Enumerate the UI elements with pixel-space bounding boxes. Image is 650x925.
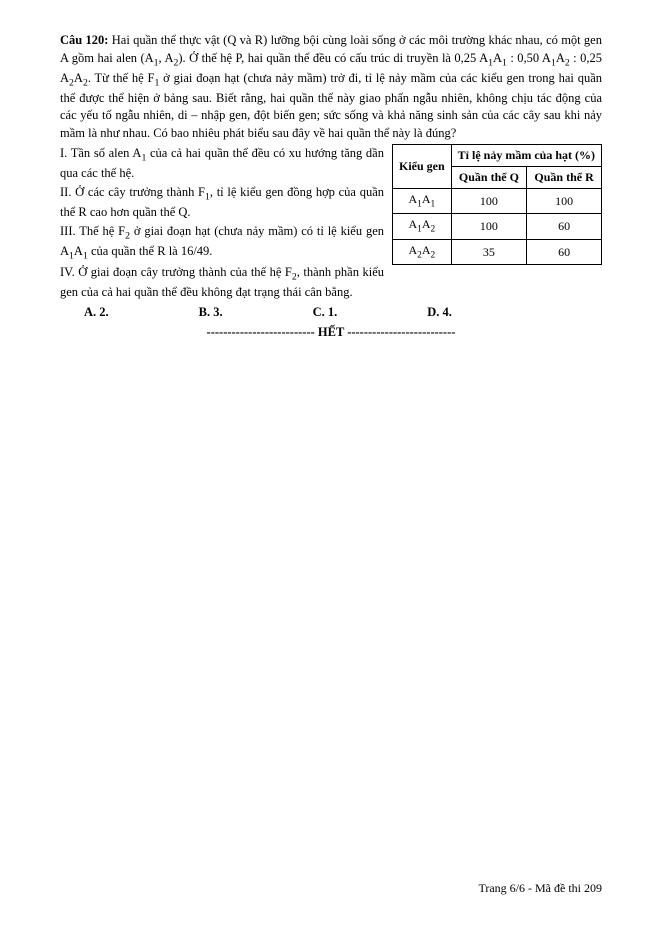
cell-Q: 100 xyxy=(451,188,527,213)
sub: 2 xyxy=(431,225,436,235)
option-C[interactable]: C. 1. xyxy=(313,304,338,322)
statements-and-table: I. Tần số alen A1 của cả hai quần thể đề… xyxy=(60,144,602,302)
statement-III: III. Thế hệ F2 ở giai đoạn hạt (chưa nảy… xyxy=(60,223,384,263)
option-B[interactable]: B. 3. xyxy=(199,304,223,322)
sub: 2 xyxy=(431,250,436,260)
table-row: A1A2 100 60 xyxy=(393,214,602,239)
header-R: Quần thể R xyxy=(527,167,602,189)
intro-text-6: A xyxy=(556,51,565,65)
statement-II: II. Ở các cây trưởng thành F1, tỉ lệ kiể… xyxy=(60,184,384,222)
question-label: Câu 120: xyxy=(60,33,108,47)
germination-table: Kiểu gen Tỉ lệ nảy mầm của hạt (%) Quần … xyxy=(392,144,602,265)
table-row: A2A2 35 60 xyxy=(393,239,602,264)
header-genotype: Kiểu gen xyxy=(393,145,452,189)
gen: A xyxy=(408,192,417,206)
answer-options: A. 2. B. 3. C. 1. D. 4. xyxy=(60,304,602,322)
intro-text-2: , A xyxy=(159,51,174,65)
intro-text-8: A xyxy=(74,71,83,85)
stmt-text: của quần thể R là 16/49. xyxy=(88,244,213,258)
intro-text-5: : 0,50 A xyxy=(507,51,551,65)
gen: A xyxy=(422,192,431,206)
question-intro: Câu 120: Hai quần thể thực vật (Q và R) … xyxy=(60,32,602,142)
cell-R: 100 xyxy=(527,188,602,213)
stmt-text: IV. Ở giai đoạn cây trưởng thành của thế… xyxy=(60,265,292,279)
header-Q: Quần thể Q xyxy=(451,167,527,189)
gen: A xyxy=(422,243,431,257)
page-footer: Trang 6/6 - Mã đề thi 209 xyxy=(478,880,602,897)
statement-IV: IV. Ở giai đoạn cây trưởng thành của thế… xyxy=(60,264,384,302)
cell-genotype: A1A2 xyxy=(393,214,452,239)
statements: I. Tần số alen A1 của cả hai quần thể đề… xyxy=(60,144,384,302)
cell-genotype: A1A1 xyxy=(393,188,452,213)
table-row: A1A1 100 100 xyxy=(393,188,602,213)
option-A[interactable]: A. 2. xyxy=(84,304,109,322)
gen: A xyxy=(408,243,417,257)
sub: 1 xyxy=(431,199,436,209)
cell-Q: 35 xyxy=(451,239,527,264)
page: Câu 120: Hai quần thể thực vật (Q và R) … xyxy=(0,0,650,925)
cell-genotype: A2A2 xyxy=(393,239,452,264)
intro-text-9: . Từ thế hệ F xyxy=(88,71,155,85)
intro-text-3: ). Ở thế hệ P, hai quần thể đều có cấu t… xyxy=(178,51,488,65)
header-ratio: Tỉ lệ nảy mầm của hạt (%) xyxy=(451,145,601,167)
table-row: Kiểu gen Tỉ lệ nảy mầm của hạt (%) xyxy=(393,145,602,167)
statement-I: I. Tần số alen A1 của cả hai quần thể đề… xyxy=(60,145,384,183)
gen: A xyxy=(422,217,431,231)
gen: A xyxy=(408,217,417,231)
stmt-text: II. Ở các cây trưởng thành F xyxy=(60,185,205,199)
end-marker: -------------------------- HẾT ---------… xyxy=(60,324,602,342)
stmt-text: III. Thế hệ F xyxy=(60,224,125,238)
stmt-text: A xyxy=(74,244,83,258)
cell-R: 60 xyxy=(527,214,602,239)
intro-text-4: A xyxy=(493,51,502,65)
stmt-text: I. Tần số alen A xyxy=(60,146,141,160)
cell-Q: 100 xyxy=(451,214,527,239)
option-D[interactable]: D. 4. xyxy=(427,304,452,322)
cell-R: 60 xyxy=(527,239,602,264)
